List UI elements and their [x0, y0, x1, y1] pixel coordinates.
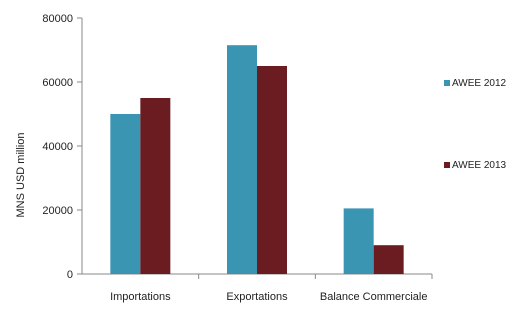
y-axis-title: MNS USD million — [15, 133, 27, 218]
bar-awee-2012-0 — [110, 114, 141, 274]
bar-awee-2012-1 — [227, 45, 257, 275]
y-tick-label: 20000 — [42, 205, 73, 217]
legend-label: AWEE 2013 — [452, 160, 507, 171]
x-tick-label: Importations — [110, 291, 171, 303]
bar-awee-2013-1 — [257, 66, 287, 274]
y-tick-label: 80000 — [42, 13, 73, 25]
x-tick-label: Balance Commerciale — [320, 291, 428, 303]
x-tick-label: Exportations — [226, 291, 288, 303]
y-tick-label: 40000 — [42, 141, 73, 153]
bar-awee-2013-0 — [140, 98, 171, 274]
bar-awee-2013-2 — [373, 245, 404, 274]
legend-label: AWEE 2012 — [452, 78, 507, 89]
bar-awee-2012-2 — [343, 208, 374, 274]
y-tick-label: 0 — [67, 269, 73, 281]
y-tick-label: 60000 — [42, 77, 73, 89]
legend-swatch — [444, 162, 450, 168]
legend-swatch — [444, 80, 450, 86]
